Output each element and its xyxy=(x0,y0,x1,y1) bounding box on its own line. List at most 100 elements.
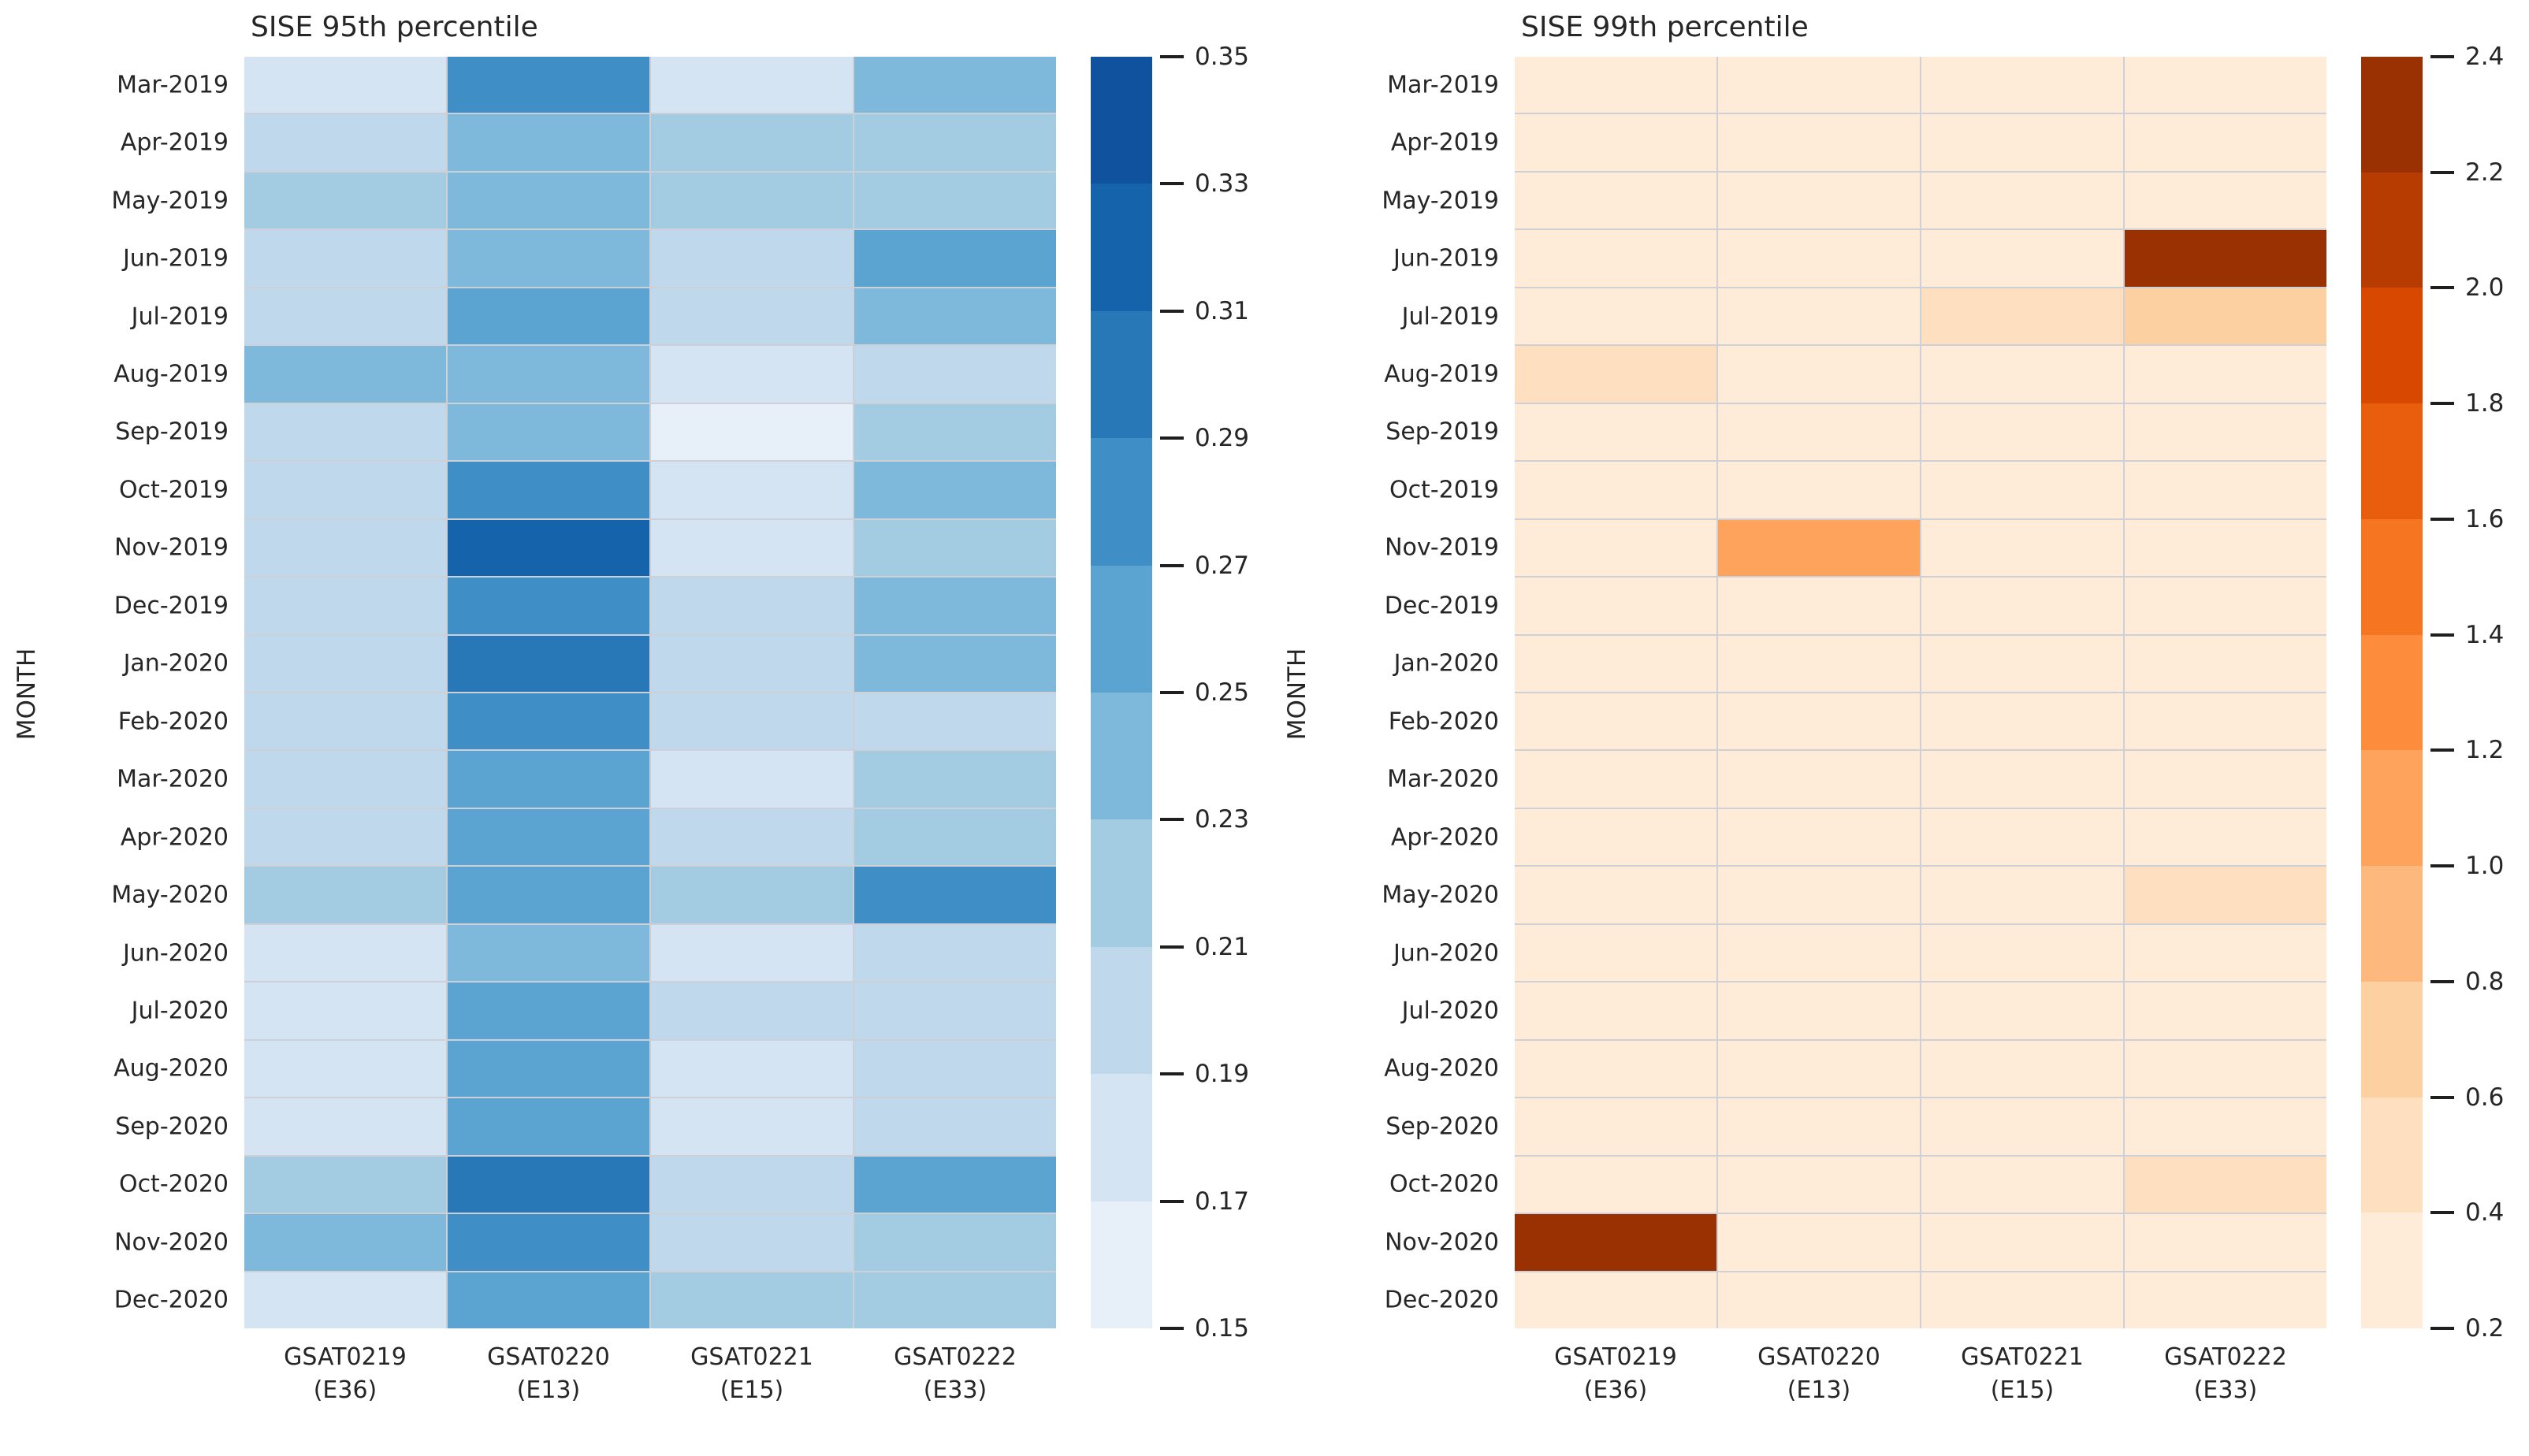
y-tick-label: Mar-2020 xyxy=(117,765,229,793)
heatmap-cell xyxy=(244,114,446,171)
heatmap-cell xyxy=(1921,982,2123,1039)
y-tick-label: Mar-2019 xyxy=(117,71,229,99)
heatmap-cell xyxy=(651,982,853,1039)
colorbar-tick-mark xyxy=(1160,309,1184,313)
x-tick-label: GSAT0221 (E15) xyxy=(1961,1341,2084,1407)
heatmap-cell xyxy=(1515,982,1716,1039)
heatmap-cell xyxy=(2125,519,2326,577)
colorbar-tick-label: 2.4 xyxy=(2465,43,2505,71)
heatmap-cell xyxy=(2125,751,2326,808)
y-tick-label: Jul-2019 xyxy=(131,303,229,331)
heatmap-cell xyxy=(2125,693,2326,750)
colorbar-tick-mark xyxy=(1160,945,1184,949)
colorbar xyxy=(2361,57,2423,1329)
satellite-name: GSAT0222 xyxy=(2164,1343,2287,1371)
x-tick-label: GSAT0219 (E36) xyxy=(1554,1341,1677,1407)
y-tick-label: Aug-2020 xyxy=(1384,1054,1499,1083)
colorbar-segment xyxy=(2361,57,2423,173)
heatmap-cell xyxy=(1921,114,2123,171)
heatmap-grid xyxy=(1515,57,2326,1328)
satellite-code: (E13) xyxy=(516,1376,581,1404)
y-tick-label: Jan-2020 xyxy=(123,649,229,678)
y-tick-label: Sep-2020 xyxy=(1385,1112,1499,1141)
heatmap-cell xyxy=(1921,288,2123,345)
y-tick-label: Nov-2019 xyxy=(1385,533,1499,562)
y-tick-label: Jan-2020 xyxy=(1393,649,1499,678)
y-tick-label: Mar-2019 xyxy=(1387,71,1499,99)
heatmap-cell xyxy=(1515,751,1716,808)
heatmap-cell xyxy=(2125,462,2326,518)
heatmap-cell xyxy=(1921,808,2123,866)
heatmap-cell xyxy=(244,1040,446,1098)
heatmap-cell xyxy=(1921,1272,2123,1328)
colorbar-tick-mark xyxy=(2430,517,2454,521)
heatmap-cell xyxy=(854,693,1056,750)
heatmap-cell xyxy=(2125,924,2326,982)
satellite-name: GSAT0222 xyxy=(894,1343,1017,1371)
heatmap-cell xyxy=(244,1272,446,1328)
colorbar-tick-mark xyxy=(2430,864,2454,868)
satellite-name: GSAT0220 xyxy=(1757,1343,1880,1371)
colorbar-tick-label: 0.17 xyxy=(1195,1187,1250,1216)
colorbar-tick-mark xyxy=(1160,563,1184,567)
colorbar-tick-label: 0.19 xyxy=(1195,1060,1250,1089)
heatmap-cell xyxy=(2125,1156,2326,1213)
colorbar-tick-label: 0.29 xyxy=(1195,424,1250,453)
colorbar-tick-mark xyxy=(1160,436,1184,440)
x-tick-label: GSAT0222 (E33) xyxy=(2164,1341,2287,1407)
heatmap-cell xyxy=(651,519,853,577)
heatmap-cell xyxy=(1718,1040,1920,1098)
colorbar-tick-label: 0.33 xyxy=(1195,169,1250,199)
heatmap-cell xyxy=(448,230,649,287)
heatmap-cell xyxy=(1718,867,1920,923)
heatmap-cell xyxy=(651,57,853,113)
y-tick-label: Jun-2019 xyxy=(1393,244,1499,273)
colorbar-tick-mark xyxy=(2430,748,2454,752)
heatmap-cell xyxy=(1921,1040,2123,1098)
heatmap-cell xyxy=(1718,462,1920,518)
colorbar-segment xyxy=(2361,288,2423,404)
y-tick-label: Apr-2019 xyxy=(120,128,229,157)
heatmap-cell xyxy=(244,230,446,287)
heatmap-cell xyxy=(1718,808,1920,866)
heatmap-cell xyxy=(651,346,853,403)
y-tick-label: Jun-2020 xyxy=(1393,939,1499,968)
colorbar-tick-label: 0.23 xyxy=(1195,805,1250,834)
heatmap-cell xyxy=(1718,1156,1920,1213)
heatmap-cell xyxy=(854,1156,1056,1213)
heatmap-cell xyxy=(651,751,853,808)
y-tick-label: Sep-2019 xyxy=(1385,418,1499,446)
heatmap-cell xyxy=(1718,1098,1920,1155)
heatmap-cell xyxy=(448,1098,649,1155)
heatmap-cell xyxy=(1718,751,1920,808)
heatmap-cell xyxy=(244,57,446,113)
colorbar-tick-label: 2.0 xyxy=(2465,273,2505,303)
colorbar-segment xyxy=(2361,981,2423,1098)
heatmap-cell xyxy=(854,1272,1056,1328)
heatmap-cell xyxy=(244,462,446,518)
satellite-name: GSAT0221 xyxy=(690,1343,813,1371)
colorbar-tick-mark xyxy=(2430,55,2454,58)
colorbar-tick-label: 0.4 xyxy=(2465,1198,2505,1228)
heatmap-cell xyxy=(244,403,446,461)
heatmap-cell xyxy=(244,1156,446,1213)
y-tick-label: Jul-2019 xyxy=(1401,303,1499,331)
x-tick-label: GSAT0222 (E33) xyxy=(894,1341,1017,1407)
heatmap-cell xyxy=(1921,346,2123,403)
heatmap-cell xyxy=(1515,1156,1716,1213)
satellite-name: GSAT0219 xyxy=(284,1343,407,1371)
heatmap-cell xyxy=(854,808,1056,866)
y-tick-label: Feb-2020 xyxy=(117,708,229,736)
heatmap-cell xyxy=(1515,403,1716,461)
heatmap-cell xyxy=(448,172,649,229)
y-tick-label: Jun-2020 xyxy=(122,939,229,968)
heatmap-cell xyxy=(1515,462,1716,518)
colorbar-tick-mark xyxy=(1160,818,1184,822)
colorbar-segment xyxy=(1091,693,1152,820)
colorbar-tick-label: 0.35 xyxy=(1195,43,1250,71)
heatmap-cell xyxy=(448,808,649,866)
colorbar-segment xyxy=(1091,438,1152,566)
colorbar-tick-mark xyxy=(1160,1199,1184,1203)
heatmap-cell xyxy=(1921,519,2123,577)
